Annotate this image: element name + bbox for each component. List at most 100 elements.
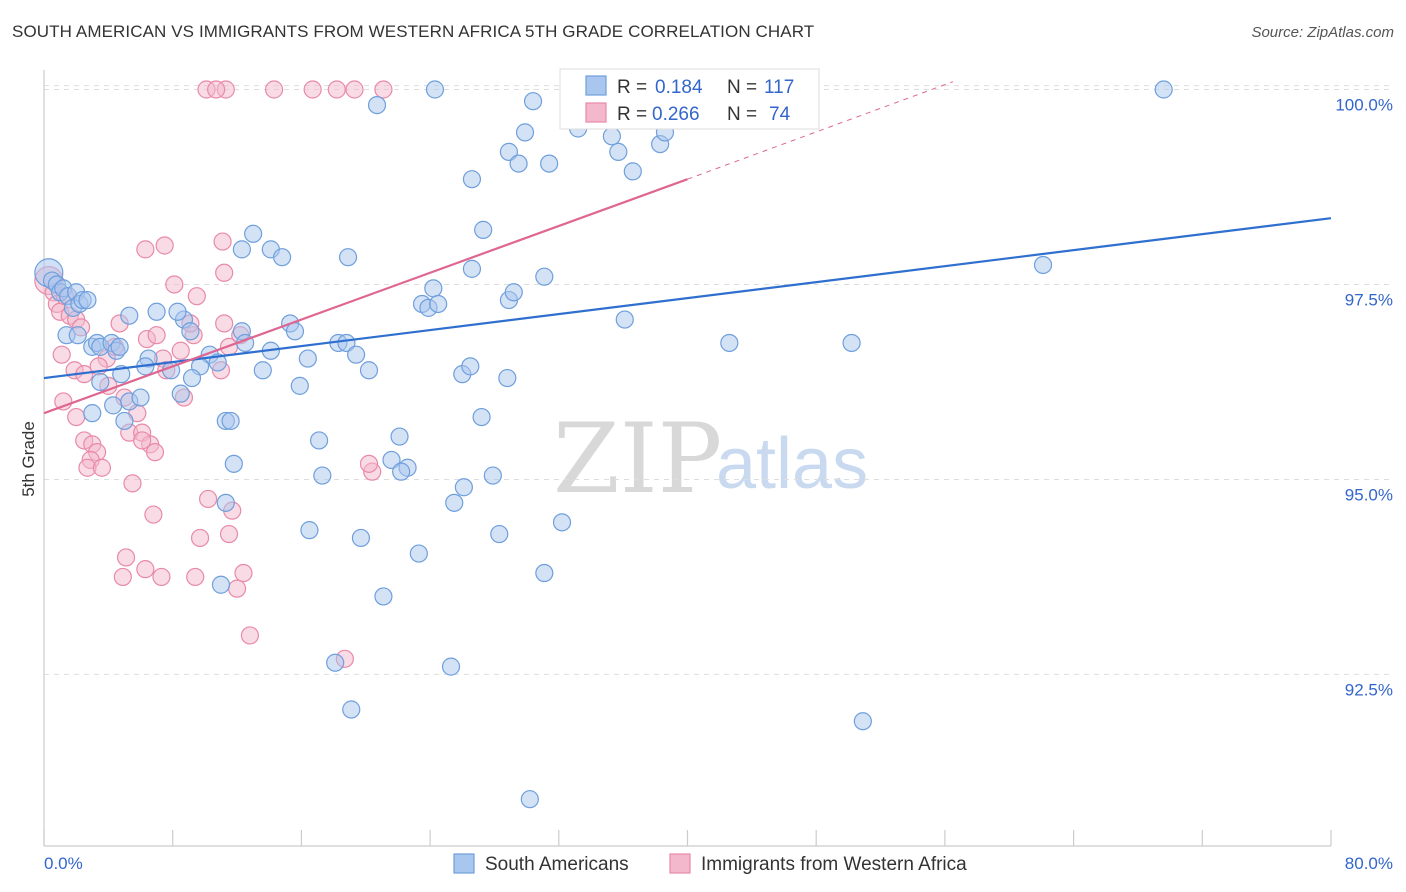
data-point-south-americans [216,493,235,512]
legend-r-label-1: R = [617,77,647,98]
data-point-south-americans [490,524,509,544]
legend-r-value-2: 0.266 [652,104,700,125]
stats-legend: R = 0.184 N = 117 R = 0.266 N = 74 [559,68,820,130]
data-point-western-africa [136,240,155,259]
data-point-south-americans [552,513,572,532]
data-point-south-americans [461,357,480,376]
y-tick-label: 97.5% [1345,290,1393,309]
data-point-south-americans [221,411,240,431]
trend-lines [43,81,1332,415]
data-point-western-africa [303,80,322,99]
data-point-western-africa [215,314,234,333]
data-point-western-africa [198,489,218,509]
data-point-south-americans [390,427,409,446]
data-point-south-americans [474,220,493,239]
data-point-western-africa [374,80,393,99]
y-tick-label: 95.0% [1345,485,1393,504]
data-point-south-americans [171,384,190,403]
y-axis-title: 5th Grade [19,421,38,497]
data-point-south-americans [374,587,393,606]
data-point-south-americans [313,466,332,485]
data-point-south-americans [520,790,539,809]
data-point-south-americans [623,162,642,181]
series-legend: South Americans Immigrants from Western … [453,853,967,875]
data-point-south-americans [392,462,411,481]
data-point-south-americans [535,563,554,583]
x-ticks [43,830,1332,846]
data-point-south-americans [309,431,329,450]
data-point-south-americans [211,575,231,594]
legend-swatch-blue [585,75,607,96]
data-point-south-americans [181,322,200,341]
data-point-south-americans [147,302,166,321]
data-point-western-africa [116,548,136,567]
series-south-americans [34,80,1173,809]
data-point-south-americans [367,95,387,115]
chart-title: SOUTH AMERICAN VS IMMIGRANTS FROM WESTER… [12,22,815,41]
data-point-south-americans [359,361,379,380]
data-point-south-americans [509,154,528,173]
data-point-western-africa [113,567,132,587]
data-point-south-americans [300,521,319,540]
data-point-south-americans [462,259,482,278]
data-point-western-africa [359,454,379,473]
data-point-western-africa [136,560,155,579]
data-point-south-americans [615,310,634,329]
data-point-western-africa [52,345,71,364]
data-point-south-americans [224,454,243,473]
data-point-western-africa [171,341,190,360]
y-tick-labels: 92.5% 95.0% 97.5% 100.0% [1335,95,1393,699]
data-point-south-americans [104,396,123,415]
data-point-south-americans [232,240,251,259]
data-point-western-africa [207,80,226,99]
data-point-south-americans [445,493,464,512]
bottom-legend-label-2: Immigrants from Western Africa [701,854,967,875]
trend-line-western-africa [43,178,688,415]
data-point-south-americans [409,544,428,563]
data-point-south-americans [244,224,263,243]
data-point-south-americans [454,478,473,497]
legend-r-label-2: R = [617,104,647,125]
data-point-western-africa [234,563,253,583]
data-point-western-africa [123,474,142,493]
data-point-south-americans [253,361,272,380]
data-point-south-americans [441,657,461,676]
data-point-western-africa [186,567,205,587]
data-point-south-americans [720,333,739,353]
data-point-south-americans [462,170,482,189]
data-point-south-americans [1033,255,1053,275]
data-point-south-americans [91,372,110,392]
data-point-south-americans [483,466,502,485]
watermark: ZIP atlas [553,403,868,515]
data-point-south-americans [429,294,448,314]
x-tick-label-max: 80.0% [1345,854,1393,873]
data-point-western-africa [152,567,171,587]
watermark-atlas: atlas [716,424,868,504]
data-point-western-africa [67,407,86,427]
data-point-south-americans [535,267,554,286]
data-point-south-americans [342,700,361,719]
data-point-western-africa [227,579,247,598]
data-point-south-americans [285,322,305,341]
data-point-south-americans [515,123,535,142]
legend-r-value-1: 0.184 [655,77,703,98]
data-point-western-africa [345,80,364,99]
y-tick-label: 92.5% [1345,680,1393,699]
data-point-western-africa [133,431,152,450]
data-point-south-americans [78,290,97,310]
data-point-south-americans [523,92,543,111]
data-point-south-americans [540,154,559,173]
gridlines [44,85,1393,675]
data-point-south-americans [842,333,861,353]
data-point-south-americans [853,712,872,731]
data-point-south-americans [424,279,443,298]
data-point-western-africa [213,232,232,251]
data-point-south-americans [68,326,87,345]
trend-line-south-americans [43,217,1332,380]
data-point-south-americans [326,653,345,672]
data-point-western-africa [190,528,210,548]
series-immigrants-western-africa [34,80,393,668]
data-point-western-africa [264,80,284,99]
data-point-south-americans [115,411,134,431]
